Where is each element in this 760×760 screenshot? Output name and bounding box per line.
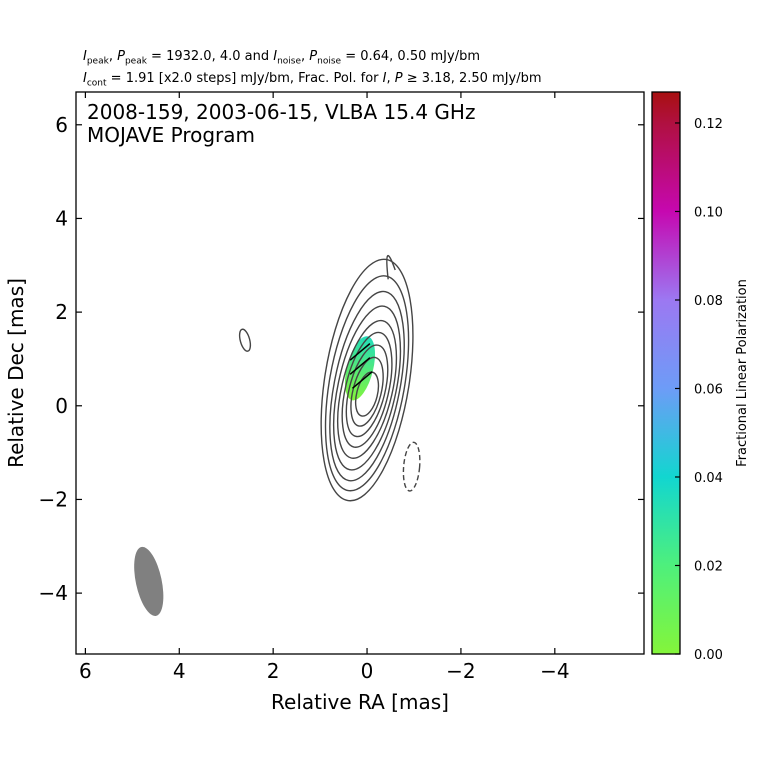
- i-peak-sub: peak: [86, 56, 109, 67]
- contour-text: = 1.91 [x2.0 steps] mJy/bm, Frac. Pol. f…: [106, 71, 383, 86]
- i-symbol: I: [382, 71, 387, 86]
- evpa-tick-2: [351, 371, 373, 389]
- isolated-contour-0: [238, 328, 252, 352]
- contour-level-7: [329, 290, 405, 482]
- contour-level-6: [332, 305, 402, 471]
- y-tick-label-0: −4: [39, 581, 68, 605]
- contour-level-4: [341, 331, 393, 448]
- colorbar-tick-label-0: 0.00: [694, 648, 723, 663]
- p-peak-sub: peak: [124, 56, 147, 67]
- axes: 6 4 2 0 −2 −4 −4 −2 0 2 4 6: [39, 92, 644, 683]
- i-cont-sub: cont: [86, 78, 107, 89]
- noise-values: = 0.64, 0.50 mJy/bm: [341, 49, 480, 64]
- negative-contour-1: [402, 441, 421, 492]
- chart-title-line-1: 2008-159, 2003-06-15, VLBA 15.4 GHz: [87, 100, 475, 124]
- y-tick-label-4: 4: [55, 206, 68, 230]
- i-peak-symbol: I: [83, 49, 87, 64]
- contour-level-9: [320, 258, 414, 502]
- evpa-tick-1: [349, 357, 371, 375]
- threshold-text: ≥ 3.18, 2.50 mJy/bm: [402, 71, 542, 86]
- colorbar-tick-label-3: 0.06: [694, 382, 723, 397]
- colorbar: [651, 91, 681, 655]
- colorbar-tick-label-4: 0.08: [694, 294, 723, 309]
- colorbar-tick-label-2: 0.04: [694, 471, 723, 486]
- y-axis-label: Relative Dec [mas]: [4, 278, 28, 468]
- contour-level-8: [324, 275, 410, 492]
- y-tick-label-3: 2: [55, 300, 68, 324]
- colorbar-tick-label-1: 0.02: [694, 559, 723, 574]
- p-symbol: P: [394, 71, 403, 86]
- y-tick-label-1: −2: [39, 487, 68, 511]
- i-noise-sub: noise: [277, 56, 302, 67]
- chart-title-line-2: MOJAVE Program: [87, 123, 255, 147]
- p-peak-symbol: P: [117, 49, 125, 64]
- x-axis-label: Relative RA [mas]: [271, 690, 449, 714]
- colorbar-ticks: 0.00 0.02 0.04 0.06 0.08 0.10 0.12: [675, 117, 723, 663]
- colorbar-tick-label-5: 0.10: [694, 205, 723, 220]
- plot-content: [134, 255, 421, 616]
- x-tick-label-5: −4: [540, 659, 569, 683]
- beam-ellipse: [134, 546, 164, 616]
- contour-level-5: [336, 319, 398, 459]
- header-line-2: Icont = 1.91 [x2.0 steps] mJy/bm, Frac. …: [83, 71, 542, 89]
- x-tick-label-1: 4: [173, 659, 186, 683]
- p-noise-sub: noise: [317, 56, 342, 67]
- x-tick-label-3: 0: [361, 659, 374, 683]
- y-tick-label-2: 0: [55, 394, 68, 418]
- y-tick-label-5: 6: [55, 113, 68, 137]
- evpa-tick-0: [349, 343, 371, 361]
- plot-frame: [75, 91, 645, 655]
- i-cont-symbol: I: [83, 71, 87, 86]
- polarization-region: [344, 336, 376, 401]
- x-tick-label-4: −2: [446, 659, 475, 683]
- peak-values: = 1932.0, 4.0 and: [146, 49, 274, 64]
- i-noise-symbol: I: [273, 49, 278, 64]
- x-tick-label-2: 2: [267, 659, 280, 683]
- header-line-1: Ipeak, Ppeak = 1932.0, 4.0 and Inoise, P…: [83, 49, 480, 67]
- contour-level-3: [345, 344, 389, 438]
- colorbar-tick-label-6: 0.12: [694, 117, 723, 132]
- x-tick-label-0: 6: [79, 659, 92, 683]
- jet-extension-contour: [386, 255, 396, 280]
- p-noise-symbol: P: [309, 49, 318, 64]
- colorbar-label: Fractional Linear Polarization: [735, 279, 750, 467]
